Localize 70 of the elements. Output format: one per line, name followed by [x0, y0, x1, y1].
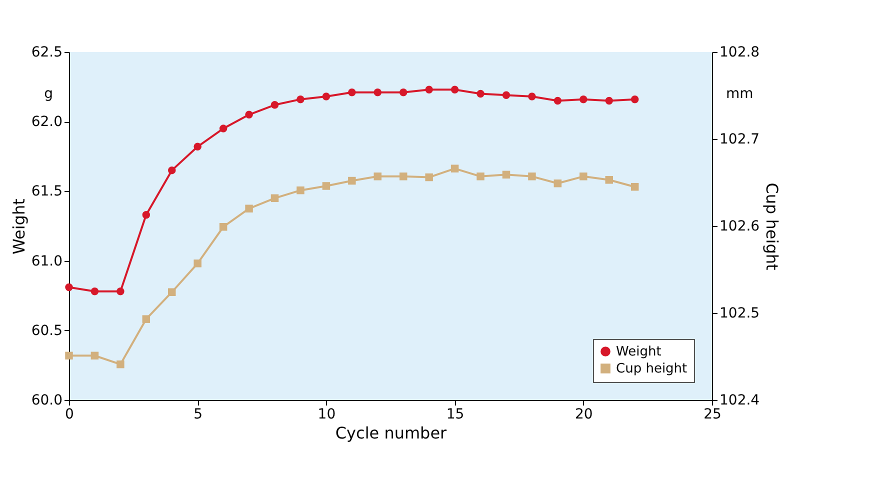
x-tick-label: 5 [194, 406, 203, 422]
point [502, 170, 510, 179]
x-tick-label: 15 [446, 406, 464, 422]
point [219, 124, 228, 132]
y-tick-label: 61.0 [31, 253, 62, 270]
point [528, 172, 536, 180]
point [580, 95, 588, 104]
point [476, 172, 484, 180]
y-tick-label: 62.5 [31, 44, 62, 60]
point [348, 88, 356, 96]
point [116, 360, 124, 368]
x-tick-label: 25 [704, 406, 722, 422]
point [142, 211, 150, 219]
legend-label: Cup height [616, 362, 688, 376]
y2-tick-label: 102.6 [720, 218, 760, 234]
y-tick-label: 61.5 [31, 184, 62, 200]
point [296, 95, 304, 104]
y-tick-label: 62.0 [31, 114, 62, 130]
legend-label: Weight [616, 344, 662, 360]
y2-tick-label: 102.7 [720, 132, 760, 148]
y2-tick-label: 102.5 [720, 306, 760, 322]
y2-tick-label: 102.8 [720, 44, 760, 60]
point [348, 176, 356, 185]
point [399, 88, 408, 96]
point [219, 222, 228, 231]
point [194, 142, 202, 151]
x-axis-title: Cycle number [335, 424, 448, 442]
point [450, 86, 459, 94]
point [374, 88, 382, 96]
point [630, 95, 639, 104]
point [90, 288, 99, 296]
point [322, 92, 330, 100]
point [425, 86, 433, 94]
y-tick-label: 60.0 [31, 392, 62, 408]
text: mm [726, 86, 754, 102]
point [270, 194, 279, 202]
point [554, 179, 562, 188]
point [399, 172, 408, 180]
point [605, 176, 613, 184]
point [168, 288, 176, 296]
point [194, 260, 202, 268]
point [116, 288, 124, 296]
x-tick-label: 10 [318, 406, 336, 422]
point [502, 91, 510, 100]
point [168, 166, 176, 174]
point [450, 164, 459, 172]
y-axis-title: Weight [9, 198, 28, 254]
point [630, 182, 639, 191]
x-tick-label: 20 [574, 406, 593, 422]
point [528, 92, 536, 100]
y2-axis-title: Cup height [762, 182, 782, 270]
point [476, 90, 484, 98]
point [580, 172, 588, 180]
point [245, 204, 253, 212]
point [245, 110, 253, 119]
point [425, 173, 433, 182]
point [554, 96, 562, 105]
point [90, 352, 99, 360]
point [296, 186, 304, 194]
point [374, 172, 382, 180]
point [270, 101, 279, 109]
text: g [44, 86, 53, 102]
point [322, 182, 330, 190]
x-tick-label: 0 [65, 406, 74, 422]
point [142, 315, 150, 323]
y2-tick-label: 102.4 [720, 392, 760, 408]
point [65, 352, 73, 360]
y-tick-label: 60.5 [31, 322, 62, 339]
point [65, 283, 73, 292]
point [605, 96, 613, 105]
